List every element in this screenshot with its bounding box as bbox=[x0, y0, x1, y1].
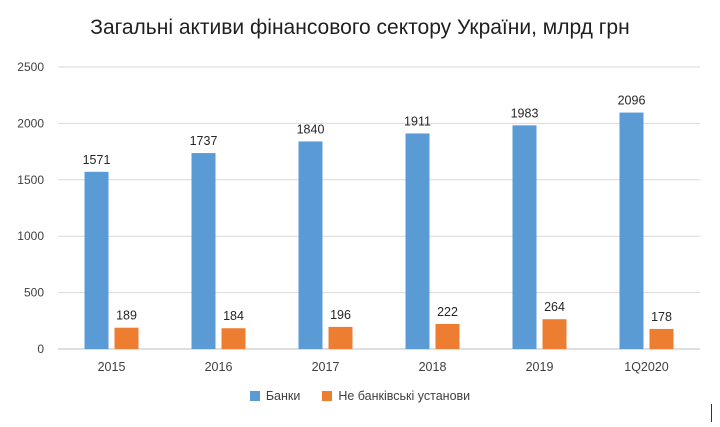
bar-banks bbox=[84, 171, 109, 349]
legend-item-nonbank: Не банківські установи bbox=[322, 389, 470, 403]
data-label: 1571 bbox=[83, 153, 111, 167]
x-tick-label: 2015 bbox=[98, 360, 126, 374]
y-tick-label: 500 bbox=[24, 286, 44, 300]
bar-nonbank bbox=[649, 328, 674, 349]
bar-banks bbox=[191, 153, 216, 349]
data-label: 1737 bbox=[190, 134, 218, 148]
y-tick-label: 2000 bbox=[17, 116, 44, 130]
y-tick-label: 1500 bbox=[17, 173, 44, 187]
bar-banks bbox=[512, 125, 537, 349]
x-tick-label: 2019 bbox=[526, 360, 554, 374]
x-tick-label: 2016 bbox=[205, 360, 233, 374]
x-tick-label: 2017 bbox=[312, 360, 340, 374]
legend-label-banks: Банки bbox=[265, 389, 301, 403]
y-tick-label: 2500 bbox=[17, 60, 44, 74]
legend-swatch-banks bbox=[249, 391, 260, 401]
data-label: 178 bbox=[651, 310, 672, 324]
bar-nonbank bbox=[435, 323, 460, 349]
data-label: 189 bbox=[116, 309, 137, 323]
data-label: 1983 bbox=[511, 106, 539, 120]
bar-banks bbox=[298, 141, 323, 349]
edge-divider bbox=[711, 404, 712, 422]
y-tick-label: 0 bbox=[37, 342, 44, 356]
data-label: 222 bbox=[437, 305, 458, 319]
legend-swatch-nonbank bbox=[322, 391, 333, 401]
data-label: 264 bbox=[544, 300, 565, 314]
data-label: 1840 bbox=[297, 122, 325, 136]
chart-title: Загальні активи фінансового сектору Укра… bbox=[90, 16, 630, 39]
bar-nonbank bbox=[328, 326, 353, 349]
data-label: 1911 bbox=[404, 114, 431, 128]
bar-nonbank bbox=[542, 319, 567, 349]
x-tick-label: 2018 bbox=[419, 360, 447, 374]
bar-banks bbox=[619, 112, 644, 349]
x-tick-label: 1Q2020 bbox=[624, 360, 669, 374]
data-label: 184 bbox=[223, 309, 244, 323]
legend-item-banks: Банки bbox=[249, 389, 301, 403]
data-label: 196 bbox=[330, 308, 351, 322]
legend-label-nonbank: Не банківські установи bbox=[338, 389, 471, 403]
y-tick-label: 1000 bbox=[17, 229, 44, 243]
data-label: 2096 bbox=[618, 94, 646, 108]
bar-nonbank bbox=[221, 328, 246, 349]
bar-banks bbox=[405, 133, 430, 349]
bar-nonbank bbox=[114, 327, 139, 349]
legend: Банки Не банківські установи bbox=[0, 389, 720, 403]
